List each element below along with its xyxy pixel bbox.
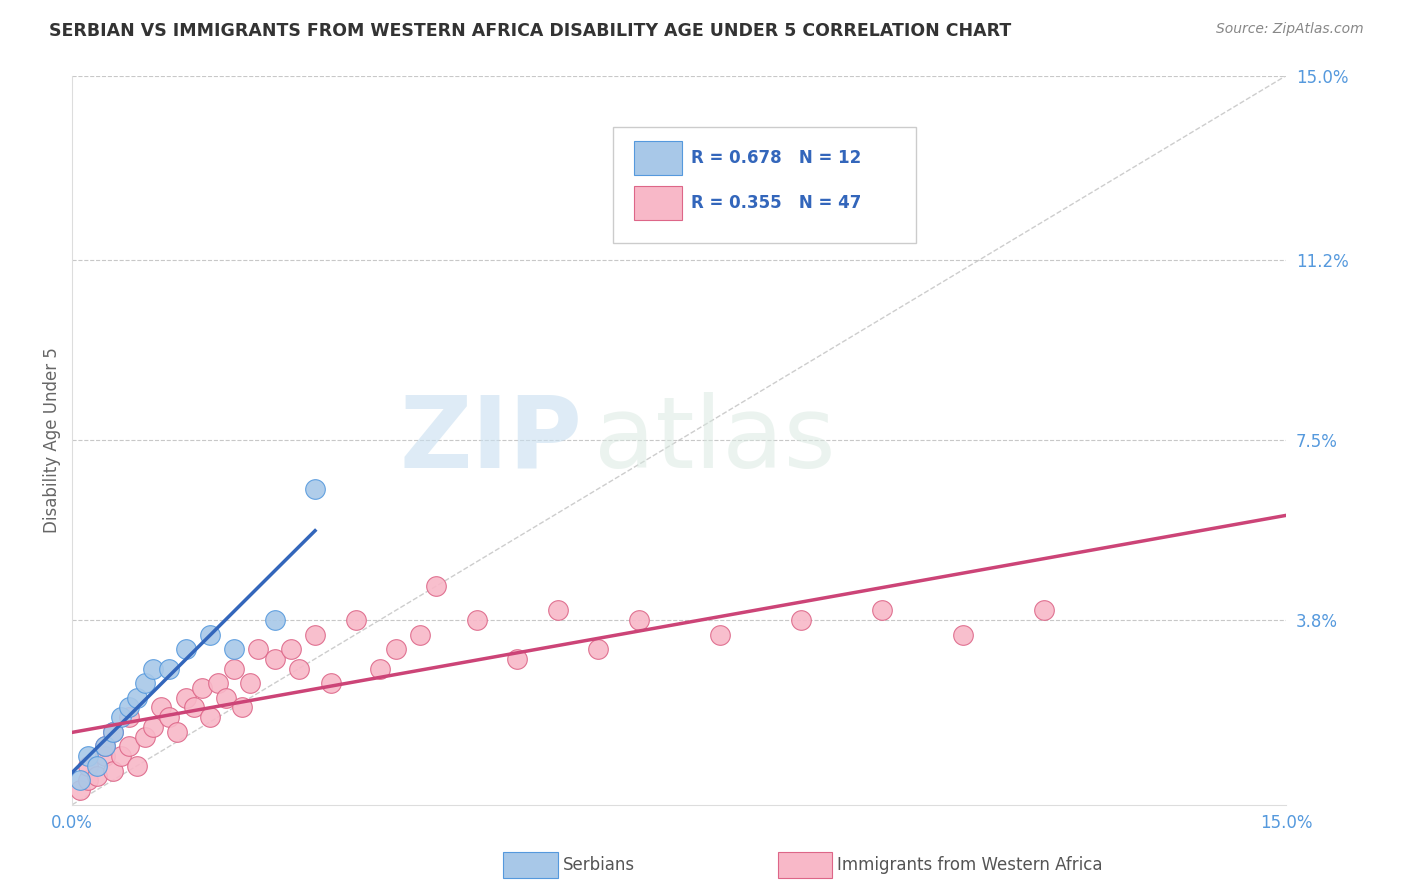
Point	[952, 627, 974, 641]
Point	[465, 613, 488, 627]
Point	[263, 613, 285, 627]
Point	[263, 652, 285, 666]
Point	[239, 676, 262, 690]
Point	[77, 759, 100, 773]
Point	[101, 724, 124, 739]
Point	[425, 579, 447, 593]
Point	[93, 739, 115, 754]
FancyBboxPatch shape	[634, 186, 682, 220]
Point	[224, 662, 246, 676]
Point	[1032, 603, 1054, 617]
Point	[110, 710, 132, 724]
Text: atlas: atlas	[595, 392, 837, 489]
Point	[789, 613, 811, 627]
Y-axis label: Disability Age Under 5: Disability Age Under 5	[44, 347, 60, 533]
Point	[142, 662, 165, 676]
Point	[101, 724, 124, 739]
Point	[93, 749, 115, 764]
Point	[321, 676, 343, 690]
Text: ZIP: ZIP	[399, 392, 582, 489]
Point	[547, 603, 569, 617]
Point	[166, 724, 188, 739]
Point	[344, 613, 367, 627]
Point	[207, 676, 229, 690]
Point	[69, 773, 91, 788]
Point	[280, 642, 302, 657]
Point	[190, 681, 212, 695]
Point	[588, 642, 610, 657]
Text: Serbians: Serbians	[562, 856, 634, 874]
Point	[627, 613, 650, 627]
Point	[385, 642, 408, 657]
Point	[870, 603, 893, 617]
Point	[304, 627, 326, 641]
Text: R = 0.678   N = 12: R = 0.678 N = 12	[692, 149, 862, 167]
Point	[110, 749, 132, 764]
Point	[93, 739, 115, 754]
Point	[125, 759, 148, 773]
Point	[86, 759, 108, 773]
Point	[142, 720, 165, 734]
Point	[150, 700, 173, 714]
Point	[709, 627, 731, 641]
FancyBboxPatch shape	[634, 141, 682, 175]
Point	[157, 710, 180, 724]
Point	[77, 749, 100, 764]
Point	[77, 773, 100, 788]
Point	[86, 768, 108, 782]
Point	[134, 676, 156, 690]
Point	[198, 627, 221, 641]
Point	[231, 700, 253, 714]
Point	[174, 690, 197, 705]
Text: Source: ZipAtlas.com: Source: ZipAtlas.com	[1216, 22, 1364, 37]
Point	[125, 690, 148, 705]
Point	[288, 662, 311, 676]
Point	[183, 700, 205, 714]
Point	[101, 764, 124, 778]
Point	[118, 710, 141, 724]
Point	[198, 710, 221, 724]
Text: SERBIAN VS IMMIGRANTS FROM WESTERN AFRICA DISABILITY AGE UNDER 5 CORRELATION CHA: SERBIAN VS IMMIGRANTS FROM WESTERN AFRIC…	[49, 22, 1011, 40]
Point	[118, 700, 141, 714]
Point	[134, 730, 156, 744]
FancyBboxPatch shape	[613, 127, 917, 244]
Text: Immigrants from Western Africa: Immigrants from Western Africa	[837, 856, 1102, 874]
Point	[368, 662, 391, 676]
Point	[215, 690, 238, 705]
Text: R = 0.355   N = 47: R = 0.355 N = 47	[692, 194, 862, 212]
Point	[174, 642, 197, 657]
Point	[409, 627, 432, 641]
Point	[69, 783, 91, 797]
Point	[304, 482, 326, 496]
Point	[506, 652, 529, 666]
Point	[247, 642, 270, 657]
Point	[157, 662, 180, 676]
Point	[118, 739, 141, 754]
Point	[224, 642, 246, 657]
